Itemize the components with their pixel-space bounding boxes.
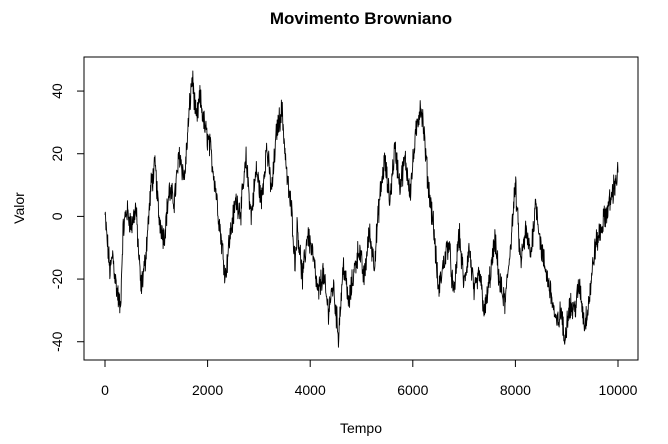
- y-tick-label: 20: [49, 146, 65, 162]
- x-tick-label: 8000: [500, 382, 531, 398]
- series-line: [104, 70, 619, 348]
- y-axis: -40 -20 0 20 40: [49, 83, 85, 352]
- x-tick-label: 10000: [599, 382, 638, 398]
- y-tick-label: 0: [49, 212, 65, 220]
- y-axis-label: Valor: [11, 192, 27, 224]
- x-tick-label: 6000: [397, 382, 428, 398]
- series-layer: [104, 70, 619, 348]
- x-axis-label: Tempo: [340, 420, 382, 436]
- y-tick-label: -20: [49, 269, 65, 289]
- y-tick-label: -40: [49, 331, 65, 351]
- y-tick-label: 40: [49, 83, 65, 99]
- x-axis: 0 2000 4000 6000 8000 10000: [101, 359, 638, 398]
- x-tick-label: 2000: [192, 382, 223, 398]
- x-tick-label: 0: [101, 382, 109, 398]
- chart-title: Movimento Browniano: [270, 9, 452, 28]
- x-tick-label: 4000: [295, 382, 326, 398]
